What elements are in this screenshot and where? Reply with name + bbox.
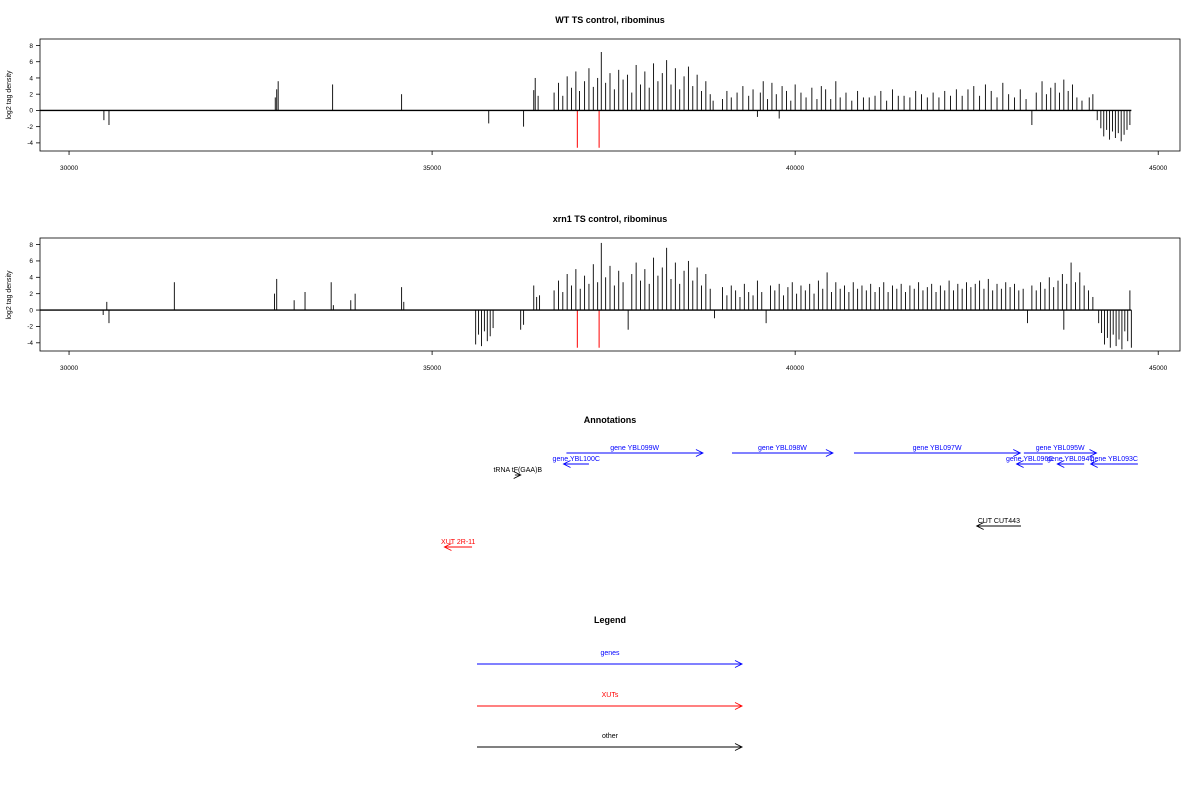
x-tick-label: 40000 [786,165,804,172]
y-tick-label: 6 [29,59,33,66]
feature-arrowhead [562,460,571,468]
feature-label: gene YBL096C [1006,456,1053,463]
legend-label: XUTs [602,692,619,699]
y-tick-label: -4 [27,140,33,147]
panel-title: WT TS control, ribominus [555,15,665,25]
y-tick-label: 2 [29,91,33,98]
x-axis: 30000 35000 40000 45000 [60,151,1168,172]
y-tick-label: -2 [27,324,33,331]
legend-label: other [602,733,619,740]
feature-arrowhead [1089,449,1098,457]
annotation-feature: gene YBL097W [853,445,1022,457]
annotation-feature: gene YBL098W [731,445,834,457]
feature-arrowhead [1013,449,1022,457]
x-axis: 30000 35000 40000 45000 [60,351,1168,372]
feature-arrowhead [513,471,522,479]
y-tick-label: 6 [29,258,33,265]
legend-label: genes [600,650,620,657]
y-tick-label: 0 [29,307,33,314]
y-tick-label: 4 [29,275,33,282]
feature-arrowhead [825,449,834,457]
bar-series [102,242,1132,350]
red-markers [576,110,600,148]
panel-title: xrn1 TS control, ribominus [553,214,668,224]
y-axis-label: log2 tag density [6,70,13,120]
x-tick-label: 35000 [423,365,441,372]
annotation-items: gene YBL099W gene YBL098W gene YBL097W gene… [441,445,1138,551]
legend-title: Legend [594,615,626,625]
y-axis: -4 -2 0 2 4 6 8 [27,242,40,347]
x-tick-label: 45000 [1149,365,1167,372]
annotation-feature: gene YBL093C [1089,456,1138,468]
annotation-feature: gene YBL094C [1047,456,1094,468]
feature-arrowhead [695,449,704,457]
feature-arrowhead [443,543,452,551]
y-tick-label: 8 [29,242,33,249]
legend-arrowhead [734,660,744,668]
plot-frame [39,237,1181,352]
x-tick-label: 30000 [60,165,78,172]
y-tick-label: -2 [27,124,33,131]
y-tick-label: -4 [27,340,33,347]
legend-item: other [477,733,744,751]
red-markers [576,310,600,348]
y-axis-label: log2 tag density [6,270,13,320]
feature-arrowhead [1015,460,1024,468]
y-axis: -4 -2 0 2 4 6 8 [27,43,40,147]
feature-label: gene YBL094C [1047,456,1094,463]
y-tick-label: 4 [29,75,33,82]
annotations-title: Annotations [584,415,637,425]
feature-label: XUT 2R-11 [441,539,475,546]
feature-label: gene YBL097W [913,445,962,452]
legend-items: genes XUTs other [477,650,744,751]
x-tick-label: 40000 [786,365,804,372]
feature-label: tRNA tF(GAA)B [493,467,542,474]
x-tick-label: 30000 [60,365,78,372]
plot-frame [39,38,1181,152]
legend: Legend genes XUTs other [477,615,744,751]
y-tick-label: 2 [29,291,33,298]
bar-series [103,51,1131,142]
feature-arrowhead [1089,460,1098,468]
feature-arrowhead [975,522,984,530]
annotation-feature: CUT CUT443 [975,518,1021,530]
annotations-track: Annotations gene YBL099W gene YBL098W gene… [441,415,1138,551]
legend-item: XUTs [477,692,744,710]
legend-item: genes [477,650,744,668]
feature-arrowhead [1056,460,1065,468]
legend-arrowhead [734,702,744,710]
legend-arrowhead [734,743,744,751]
feature-label: gene YBL093C [1091,456,1138,463]
y-tick-label: 0 [29,108,33,115]
panel-xrn1: xrn1 TS control, ribominus log2 tag dens… [6,214,1181,372]
x-tick-label: 45000 [1149,165,1167,172]
y-tick-label: 8 [29,43,33,50]
annotation-feature: gene YBL100C [553,456,600,468]
feature-label: CUT CUT443 [978,518,1020,525]
annotation-feature: gene YBL095W [1023,445,1098,457]
feature-label: gene YBL100C [553,456,600,463]
feature-label: gene YBL095W [1036,445,1085,452]
annotation-feature: gene YBL096C [1006,456,1053,468]
annotation-feature: tRNA tF(GAA)B [493,467,542,479]
x-tick-label: 35000 [423,165,441,172]
panel-wt: WT TS control, ribominus log2 tag densit… [6,15,1181,172]
annotation-feature: gene YBL099W [566,445,704,457]
feature-label: gene YBL098W [758,445,807,452]
feature-label: gene YBL099W [610,445,659,452]
annotation-feature: XUT 2R-11 [441,539,476,551]
